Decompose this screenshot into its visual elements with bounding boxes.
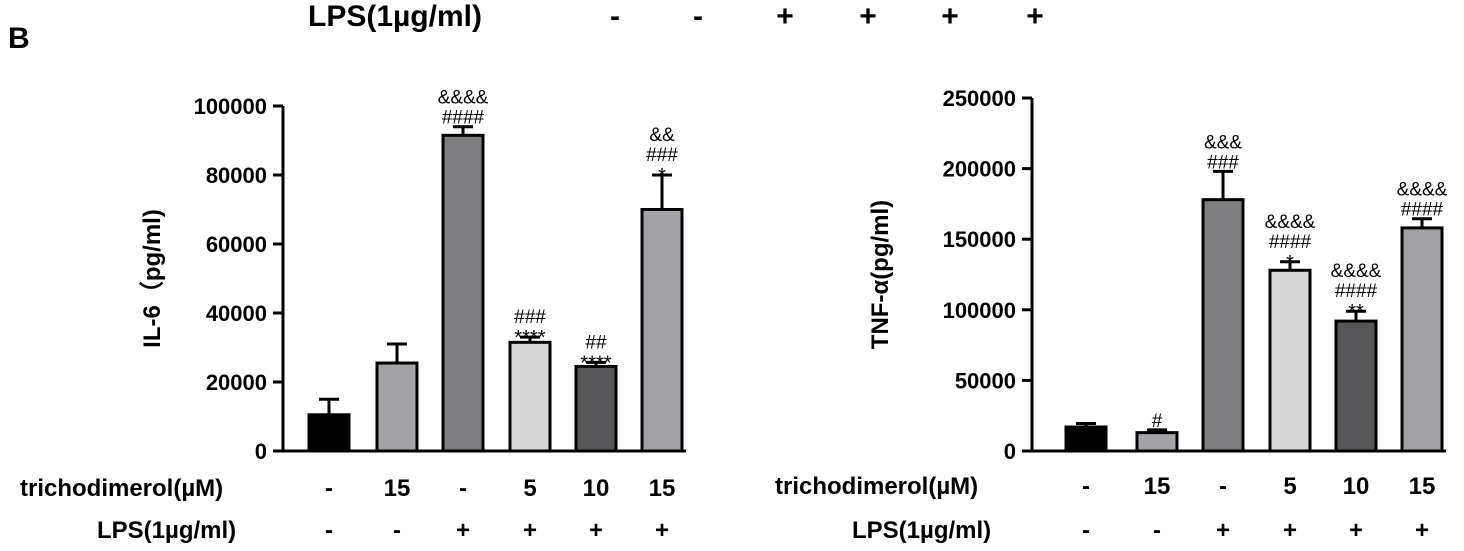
x-tick-label-treatment: 5 bbox=[1283, 473, 1296, 500]
significance-label: &&&& bbox=[1331, 261, 1382, 282]
x-tick-label-treatment: - bbox=[325, 475, 333, 502]
top-lps-sign: + bbox=[859, 0, 877, 33]
x-tick-label-lps: + bbox=[1415, 517, 1429, 544]
x-tick-label-treatment: 5 bbox=[523, 475, 536, 502]
treatment-row-label: trichodimerol(µM) bbox=[775, 473, 978, 500]
bar bbox=[307, 413, 351, 453]
significance-label: &&&& bbox=[1397, 180, 1448, 201]
significance-label: # bbox=[1152, 411, 1163, 432]
significance-label: &&&& bbox=[1265, 212, 1316, 233]
bar bbox=[375, 361, 419, 453]
y-tick-label: 50000 bbox=[955, 368, 1016, 393]
x-tick-label-treatment: 15 bbox=[384, 475, 411, 502]
significance-label: ### bbox=[1207, 152, 1239, 173]
top-lps-sign: - bbox=[693, 0, 703, 33]
x-tick-label-treatment: - bbox=[1219, 473, 1227, 500]
y-tick-label: 100000 bbox=[943, 298, 1016, 323]
significance-label: ** bbox=[1348, 301, 1364, 323]
x-tick-label-lps: + bbox=[523, 517, 537, 544]
significance-label: * bbox=[658, 165, 666, 187]
x-tick-label-lps: - bbox=[393, 517, 401, 544]
x-tick-label-treatment: - bbox=[1082, 473, 1090, 500]
bar bbox=[1135, 431, 1179, 453]
top-lps-sign: + bbox=[941, 0, 959, 33]
x-tick-label-lps: + bbox=[1283, 517, 1297, 544]
lps-row-label: LPS(1µg/ml) bbox=[97, 517, 236, 544]
y-axis-label: TNF-α(pg/ml) bbox=[867, 200, 894, 349]
bar bbox=[1064, 425, 1108, 453]
x-tick-label-treatment: 15 bbox=[1144, 473, 1171, 500]
y-tick-label: 250000 bbox=[943, 86, 1016, 111]
bar bbox=[508, 340, 552, 453]
y-tick-label: 80000 bbox=[206, 163, 267, 188]
x-tick-label-lps: + bbox=[655, 517, 669, 544]
y-tick-label: 20000 bbox=[206, 370, 267, 395]
y-tick-label: 0 bbox=[255, 439, 267, 464]
x-tick-label-lps: - bbox=[1082, 517, 1090, 544]
bar bbox=[1334, 319, 1378, 453]
y-tick-label: 150000 bbox=[943, 227, 1016, 252]
top-lps-sign: + bbox=[1026, 0, 1044, 33]
treatment-row-label: trichodimerol(µM) bbox=[20, 475, 223, 502]
bar bbox=[441, 133, 485, 453]
significance-label: * bbox=[1286, 252, 1294, 274]
bar bbox=[574, 364, 618, 453]
significance-label: #### bbox=[442, 108, 485, 129]
top-lps-label: LPS(1µg/ml) bbox=[308, 0, 482, 33]
significance-label: ## bbox=[585, 332, 607, 353]
x-tick-label-treatment: 10 bbox=[1343, 473, 1370, 500]
top-lps-sign: - bbox=[610, 0, 620, 33]
significance-label: **** bbox=[514, 327, 545, 349]
y-tick-label: 100000 bbox=[194, 94, 267, 119]
y-tick-label: 60000 bbox=[206, 232, 267, 257]
top-lps-sign: + bbox=[776, 0, 794, 33]
significance-label: #### bbox=[1335, 281, 1378, 302]
x-tick-label-treatment: - bbox=[459, 475, 467, 502]
significance-label: &&& bbox=[1204, 132, 1242, 153]
bar bbox=[1201, 198, 1245, 453]
significance-label: && bbox=[649, 125, 675, 146]
y-tick-label: 0 bbox=[1004, 439, 1016, 464]
significance-label: ### bbox=[514, 307, 546, 328]
x-tick-label-lps: - bbox=[1153, 517, 1161, 544]
x-tick-label-lps: + bbox=[1349, 517, 1363, 544]
x-tick-label-treatment: 15 bbox=[1409, 473, 1436, 500]
significance-label: &&&& bbox=[438, 88, 489, 109]
significance-label: #### bbox=[1269, 232, 1312, 253]
x-tick-label-treatment: 10 bbox=[583, 475, 610, 502]
bar bbox=[640, 208, 684, 453]
lps-row-label: LPS(1µg/ml) bbox=[852, 517, 991, 544]
significance-label: #### bbox=[1401, 200, 1444, 221]
x-tick-label-lps: + bbox=[456, 517, 470, 544]
bar bbox=[1400, 226, 1444, 453]
x-tick-label-treatment: 15 bbox=[649, 475, 676, 502]
x-tick-label-lps: + bbox=[589, 517, 603, 544]
x-tick-label-lps: + bbox=[1216, 517, 1230, 544]
x-tick-label-lps: - bbox=[325, 517, 333, 544]
y-tick-label: 200000 bbox=[943, 157, 1016, 182]
y-tick-label: 40000 bbox=[206, 301, 267, 326]
y-axis-label: IL-6（pg/ml) bbox=[139, 209, 166, 348]
significance-label: **** bbox=[580, 352, 611, 374]
panel-letter: B bbox=[8, 22, 30, 55]
bar bbox=[1268, 268, 1312, 453]
significance-label: ### bbox=[646, 145, 678, 166]
